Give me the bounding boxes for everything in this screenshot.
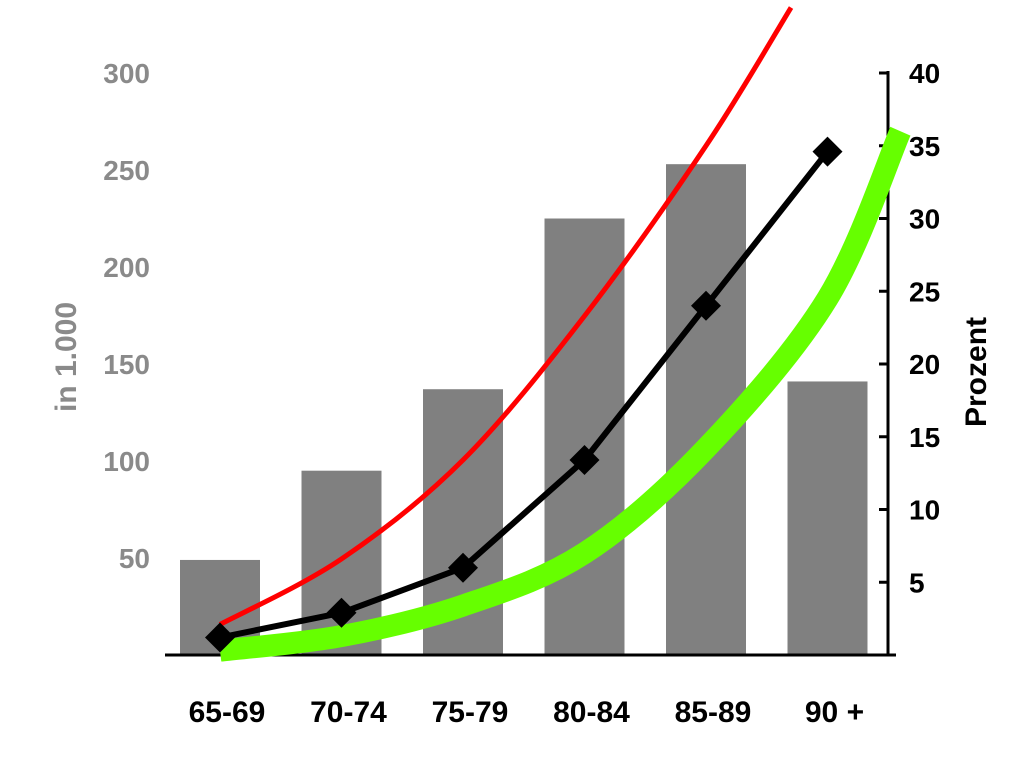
red-trend-curve: [218, 6, 794, 627]
x-tick-label: 85-89: [675, 696, 752, 729]
diamond-marker-90 +: [812, 136, 843, 167]
diamond-marker-75-79: [448, 552, 478, 583]
x-tick-label: 80-84: [553, 696, 630, 729]
x-tick-label: 75-79: [432, 696, 509, 729]
x-tick-label: 90 +: [805, 696, 864, 729]
series-lines: [205, 6, 911, 662]
diamond-marker-65-69: [205, 622, 235, 653]
y-right-tick-label: 15: [909, 422, 940, 453]
diamond-marker-80-84: [569, 445, 600, 476]
y-left-tick-label: 50: [119, 543, 150, 574]
y-left-tick-label: 100: [103, 446, 150, 477]
bars: [180, 164, 868, 655]
x-tick-label: 65-69: [189, 696, 266, 729]
y-right-tick-label: 30: [909, 204, 940, 235]
y-left-tick-label: 300: [103, 58, 150, 89]
y-left-tick-label: 150: [103, 349, 150, 380]
y-axis-right-label: Prozent: [960, 317, 993, 427]
diamond-marker-85-89: [691, 290, 721, 321]
bar-80-84: [544, 218, 625, 655]
x-tick-label: 70-74: [310, 696, 387, 729]
y-right-tick-label: 10: [909, 495, 940, 526]
y-right-tick-label: 5: [909, 567, 925, 598]
y-right-tick-label: 25: [909, 276, 940, 307]
black-series-line: [219, 149, 830, 641]
bar-90 +: [787, 381, 868, 655]
y-right-tick-label: 20: [909, 349, 940, 380]
y-axis-left-label: in 1.000: [50, 302, 83, 412]
green-trend-curve: [218, 126, 911, 662]
diamond-marker-70-74: [326, 597, 357, 628]
y-left-tick-label: 200: [103, 252, 150, 283]
y-right-tick-label: 40: [909, 58, 940, 89]
tick-labels: 50 100 150 200 250 300 5 10 15 20 25 30 35 40 65-69 70-…: [103, 58, 940, 729]
y-right-tick-label: 35: [909, 131, 940, 162]
y-left-tick-label: 250: [103, 155, 150, 186]
